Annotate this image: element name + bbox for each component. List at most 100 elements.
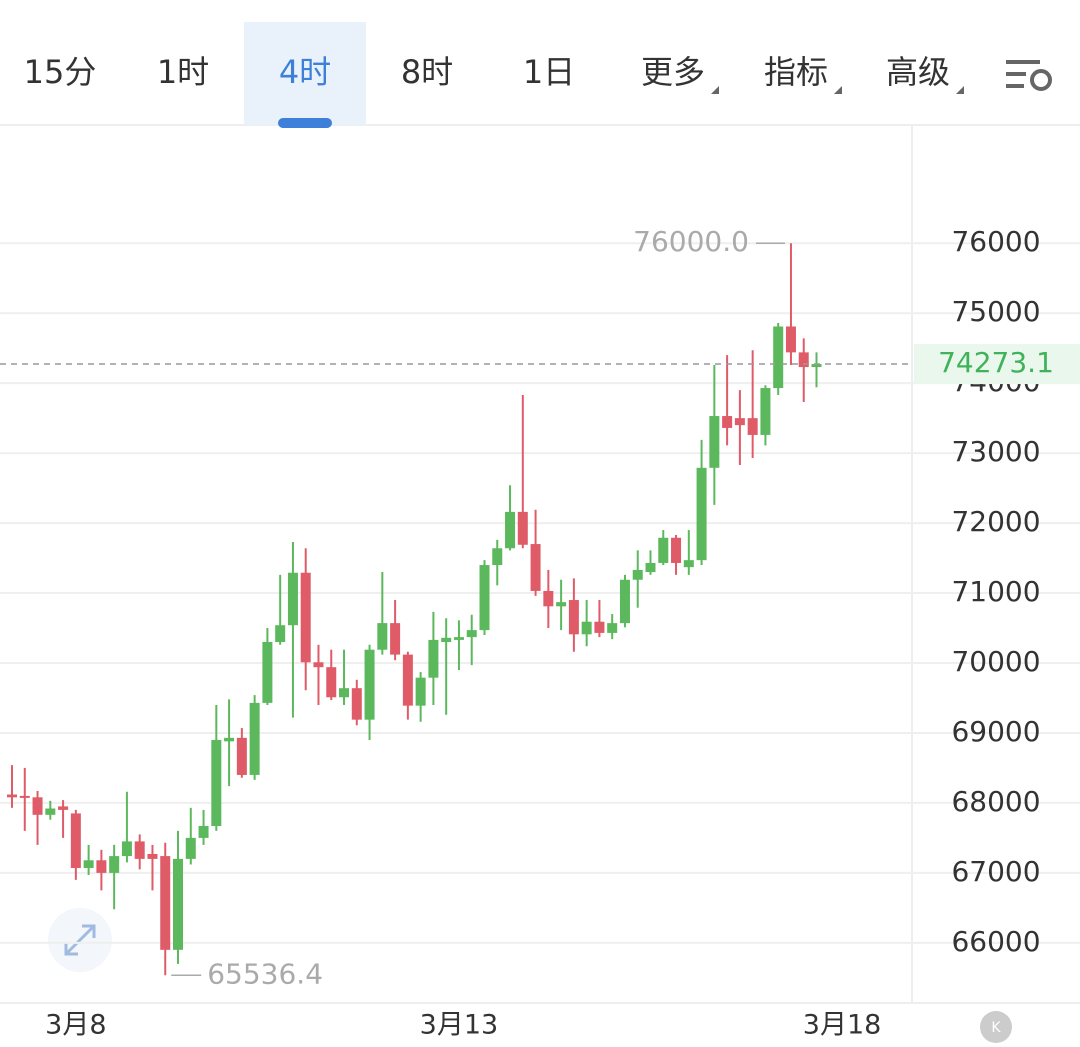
last-price-badge — [914, 344, 1080, 385]
candle-body — [415, 677, 426, 706]
candle-body — [658, 537, 669, 563]
candle-body — [224, 737, 235, 742]
x-tick-label: 3月8 — [45, 1010, 106, 1041]
annotation: 65536.4 — [207, 957, 323, 990]
tab[interactable]: 1日 — [523, 53, 575, 91]
candle-body — [262, 642, 273, 703]
candle-body — [696, 467, 707, 561]
candle-body — [287, 572, 298, 626]
candle-body — [160, 856, 171, 950]
scroll-latest-button[interactable]: K — [980, 1011, 1012, 1043]
y-tick-label: 72000 — [951, 505, 1040, 538]
candle-body — [83, 860, 94, 868]
candle-body — [96, 860, 107, 873]
candle-body — [326, 667, 337, 698]
candle-body — [173, 858, 184, 950]
expand-button[interactable] — [48, 908, 112, 972]
y-tick-label: 69000 — [951, 715, 1040, 748]
tab[interactable]: 1时 — [157, 53, 209, 91]
candle-body — [402, 654, 413, 706]
candle-body — [607, 623, 618, 633]
candle-body — [581, 621, 592, 635]
candle-body — [594, 621, 605, 633]
candle-body — [441, 637, 452, 643]
candle-body — [543, 590, 554, 607]
x-tick-label: 3月18 — [803, 1010, 882, 1041]
annotation: 76000.0 — [633, 225, 749, 258]
candle-body — [19, 795, 30, 798]
candle-body — [134, 841, 145, 859]
dropdown-caret — [834, 86, 842, 94]
candle-body — [198, 826, 209, 838]
tab[interactable]: 更多 — [641, 53, 705, 91]
candle-body — [364, 649, 375, 720]
tab[interactable]: 指标 — [764, 53, 828, 91]
candle-body — [339, 688, 350, 698]
candle-body — [121, 841, 132, 857]
svg-text:K: K — [991, 1020, 1001, 1036]
candle-body — [453, 637, 464, 640]
candle-body — [760, 388, 771, 435]
y-tick-label: 66000 — [951, 925, 1040, 958]
candle-body — [568, 600, 579, 635]
candle-body — [377, 623, 388, 650]
candle-body — [734, 418, 745, 426]
tab[interactable]: 4时 — [279, 53, 331, 91]
candle-body — [683, 560, 694, 568]
candle-body — [249, 702, 260, 775]
candle-body — [313, 662, 324, 668]
tab[interactable]: 8时 — [401, 53, 453, 91]
y-tick-label: 73000 — [951, 435, 1040, 468]
candle-body — [632, 569, 643, 580]
candle-body — [351, 688, 362, 720]
candle-body — [466, 630, 477, 638]
y-tick-label: 76000 — [951, 225, 1040, 258]
candle-body — [747, 418, 758, 435]
candle-body — [211, 739, 222, 827]
candle-body — [109, 856, 120, 873]
candle-body — [785, 326, 796, 353]
tab[interactable]: 高级 — [886, 53, 950, 91]
candle-body — [185, 837, 196, 859]
candle-body — [722, 416, 733, 428]
y-tick-label: 68000 — [951, 785, 1040, 818]
candle-body — [479, 565, 490, 631]
y-tick-label: 75000 — [951, 295, 1040, 328]
candle-body — [619, 579, 630, 624]
x-tick-label: 3月13 — [420, 1010, 499, 1041]
candle-body — [147, 853, 158, 859]
y-tick-label: 70000 — [951, 645, 1040, 678]
candle-body — [556, 602, 567, 607]
last-price-label: 74273.1 — [938, 346, 1054, 379]
candle-body — [32, 797, 43, 815]
candle-body — [275, 625, 286, 643]
candle-body — [505, 511, 516, 549]
candle-body — [390, 623, 401, 655]
candle-body — [530, 544, 541, 591]
candle-body — [236, 737, 247, 775]
candle-body — [773, 326, 784, 389]
dropdown-caret — [711, 86, 719, 94]
active-tab-indicator — [278, 118, 332, 128]
settings-icon[interactable] — [1006, 60, 1052, 91]
candle-body — [7, 794, 17, 798]
dropdown-caret — [956, 86, 964, 94]
candle-body — [517, 511, 528, 545]
candle-body — [811, 364, 822, 368]
candle-body — [492, 548, 503, 566]
candle-body — [645, 562, 656, 573]
candle-body — [45, 808, 56, 815]
candle-body — [58, 806, 69, 810]
candle-body — [798, 352, 809, 368]
active-tab-bg — [244, 22, 366, 125]
tab[interactable]: 15分 — [24, 53, 97, 91]
candle-body — [709, 416, 720, 468]
y-tick-label: 67000 — [951, 855, 1040, 888]
candle-body — [300, 572, 311, 663]
candle-body — [428, 639, 439, 678]
candle-body — [671, 537, 682, 563]
candle-body — [70, 813, 81, 868]
y-tick-label: 71000 — [951, 575, 1040, 608]
